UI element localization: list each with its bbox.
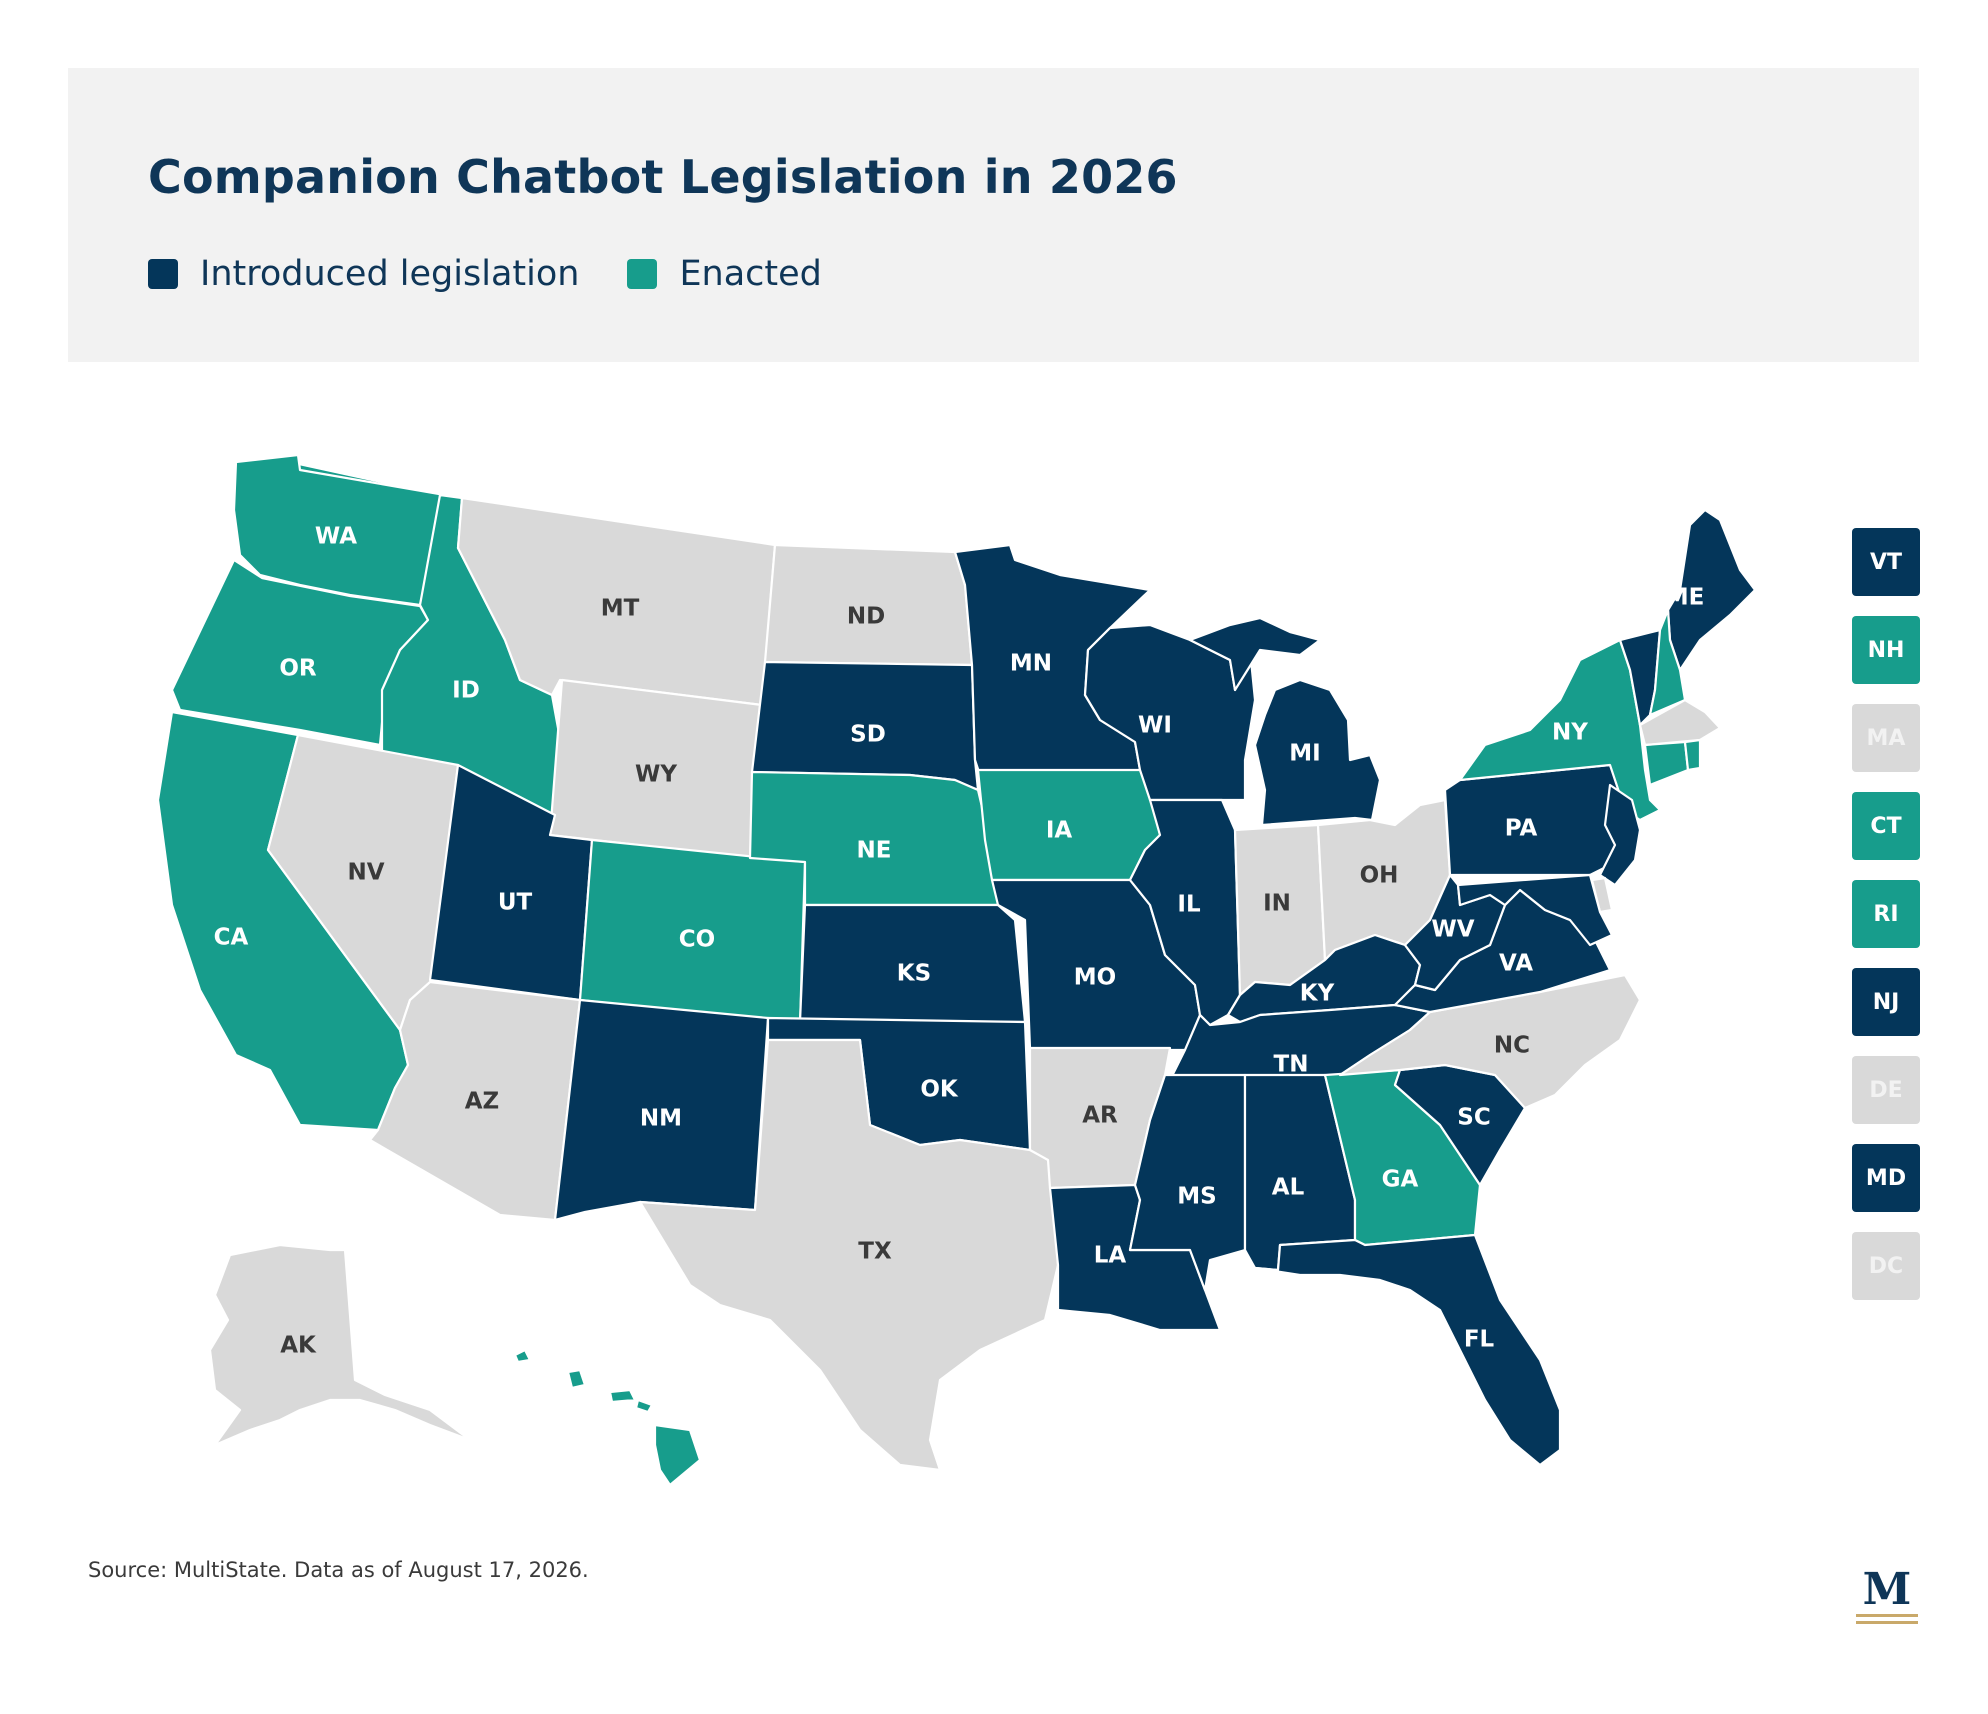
legend-label-introduced: Introduced legislation [200,254,580,294]
state-label-sc: SC [1457,1105,1490,1131]
legend-swatch-introduced [148,259,178,289]
state-NH[interactable] [1648,608,1687,717]
state-RI[interactable] [1683,738,1702,772]
small-state-box-ri[interactable]: RI [1852,880,1920,948]
header-panel: Companion Chatbot Legislation in 2026 In… [68,68,1919,362]
state-label-va: VA [1499,951,1533,977]
multistate-logo: M [1856,1570,1918,1624]
state-label-tx: TX [858,1239,892,1265]
state-label-il: IL [1177,892,1201,918]
state-label-pa: PA [1505,816,1538,842]
state-label-la: LA [1094,1243,1127,1269]
legend-swatch-enacted [627,259,658,289]
state-label-oh: OH [1360,863,1399,889]
state-label-wi: WI [1138,713,1172,739]
state-label-nc: NC [1494,1033,1530,1059]
state-TX[interactable] [638,1038,1060,1472]
state-label-me: ME [1666,585,1705,611]
state-label-ne: NE [857,838,892,864]
small-state-box-dc[interactable]: DC [1852,1232,1920,1300]
state-label-az: AZ [465,1089,499,1115]
small-state-box-ct[interactable]: CT [1852,792,1920,860]
state-label-id: ID [452,678,480,704]
state-label-wv: WV [1431,917,1474,943]
state-label-in: IN [1263,891,1291,917]
small-state-box-nj[interactable]: NJ [1852,968,1920,1036]
state-label-ga: GA [1382,1167,1419,1193]
legend: Introduced legislation Enacted [148,254,870,294]
state-label-mi: MI [1289,741,1320,767]
small-state-box-ma[interactable]: MA [1852,704,1920,772]
state-label-ut: UT [498,890,533,916]
state-ME[interactable] [1666,508,1757,672]
state-CT[interactable] [1643,740,1690,787]
state-label-ia: IA [1046,818,1073,844]
page-title: Companion Chatbot Legislation in 2026 [148,150,1178,204]
small-state-box-de[interactable]: DE [1852,1056,1920,1124]
state-label-sd: SD [850,722,886,748]
state-label-nd: ND [847,604,885,630]
state-KS[interactable] [798,903,1027,1024]
small-state-box-nh[interactable]: NH [1852,616,1920,684]
legend-item-introduced: Introduced legislation [148,254,579,294]
small-state-box-md[interactable]: MD [1852,1144,1920,1212]
state-label-fl: FL [1464,1327,1495,1353]
state-label-hi: HI [626,1419,654,1445]
legend-item-enacted: Enacted [627,254,822,294]
state-label-ok: OK [920,1077,959,1103]
state-MD[interactable] [1456,873,1614,947]
state-label-ak: AK [280,1333,317,1359]
small-state-box-vt[interactable]: VT [1852,528,1920,596]
state-labels: WA OR CA ID NV MT WY UT AZ CO NM ND SD NE KS OK TX MN IA MO… [214,524,1705,1445]
state-label-mt: MT [601,596,640,622]
state-label-wy: WY [635,762,677,788]
state-label-ny: NY [1552,720,1588,746]
state-MI[interactable] [1253,678,1382,827]
state-label-ky: KY [1300,981,1335,1007]
state-label-ca: CA [214,925,249,951]
state-NJ[interactable] [1598,783,1642,887]
state-label-ar: AR [1082,1103,1118,1129]
state-label-al: AL [1272,1175,1305,1201]
state-MI-up[interactable] [1188,616,1322,692]
logo-letter: M [1863,1570,1912,1615]
state-label-or: OR [279,656,317,682]
state-label-co: CO [679,927,715,953]
logo-bar-top [1856,1614,1918,1617]
state-label-ks: KS [897,961,931,987]
state-label-ms: MS [1177,1184,1216,1210]
state-label-mn: MN [1010,651,1052,677]
state-label-wa: WA [315,524,357,550]
legend-label-enacted: Enacted [679,254,822,294]
logo-bar-bottom [1856,1621,1918,1624]
state-HI[interactable] [513,1348,702,1487]
source-note: Source: MultiState. Data as of August 17… [88,1558,589,1582]
state-label-nm: NM [640,1106,682,1132]
state-label-mo: MO [1074,965,1116,991]
state-label-nv: NV [347,860,384,886]
state-AK[interactable] [208,1243,472,1447]
small-state-boxes: VT NH MA CT RI NJ DE MD DC [1852,528,1920,1320]
state-FL[interactable] [1253,1233,1562,1467]
state-label-tn: TN [1274,1052,1309,1078]
